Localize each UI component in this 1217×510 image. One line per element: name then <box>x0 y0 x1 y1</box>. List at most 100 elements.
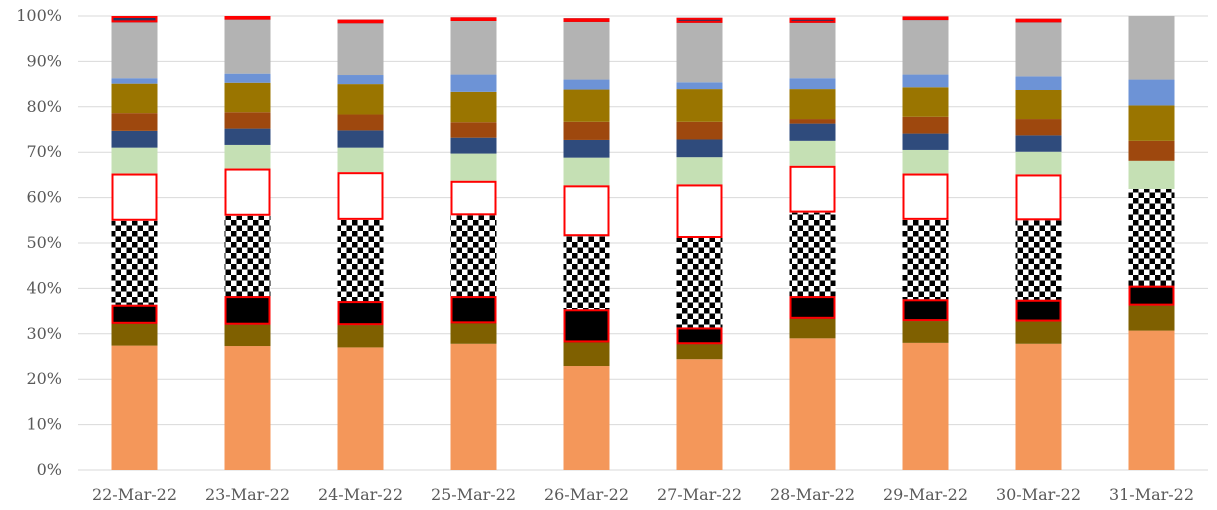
bar-segment <box>676 359 723 470</box>
bar-segment-outline <box>902 16 949 21</box>
y-tick-label: 100% <box>16 6 62 25</box>
bar-segment <box>676 22 723 83</box>
x-tick-label: 30-Mar-22 <box>996 485 1081 504</box>
bar-segment <box>450 137 497 154</box>
bar-segment <box>337 75 384 85</box>
bar-segment-outline <box>563 185 610 237</box>
bar-segment-outline <box>676 17 723 23</box>
bar-segment <box>1015 151 1062 175</box>
x-tick-label: 28-Mar-22 <box>770 485 855 504</box>
bar-segment <box>450 122 497 138</box>
bar-segment <box>902 87 949 117</box>
bar-segment <box>450 20 497 75</box>
bar-segment <box>676 344 723 360</box>
bar-segments <box>111 16 1175 470</box>
bar-segment <box>1015 343 1062 470</box>
x-tick-label: 31-Mar-22 <box>1109 485 1194 504</box>
bar-segment <box>111 345 158 470</box>
x-tick-label: 29-Mar-22 <box>883 485 968 504</box>
bar-segment <box>337 347 384 470</box>
bar-segment <box>1015 299 1062 322</box>
bar-segment <box>1128 105 1175 141</box>
bar-segment <box>1015 90 1062 120</box>
x-tick-label: 23-Mar-22 <box>205 485 290 504</box>
bar-segment <box>789 123 836 141</box>
y-tick-label: 20% <box>26 369 62 388</box>
bar-segment <box>337 147 384 173</box>
bar-segment-outline <box>789 17 836 23</box>
bar-segment <box>902 321 949 343</box>
bar-segment-outline <box>789 296 836 319</box>
y-tick-label: 90% <box>26 51 62 70</box>
bar-segment <box>450 323 497 344</box>
bar-segment <box>224 346 271 470</box>
bar-segment <box>450 180 497 216</box>
bar-segment <box>224 168 271 216</box>
bar-segment <box>1128 330 1175 470</box>
bar-segment <box>450 343 497 470</box>
bar-segment <box>676 89 723 122</box>
bar-segment <box>1015 119 1062 136</box>
bar-segment-outline <box>111 16 158 23</box>
bar-segment <box>111 323 158 346</box>
bar-segment <box>676 17 723 23</box>
bar-segment <box>450 153 497 181</box>
bar-segment <box>111 113 158 131</box>
y-tick-label: 80% <box>26 97 62 116</box>
bar-segment <box>111 304 158 324</box>
bar-segment <box>337 219 384 302</box>
bar-segment <box>224 112 271 129</box>
bar-segment-outline <box>1015 299 1062 322</box>
bar-segment <box>337 172 384 220</box>
y-tick-label: 30% <box>26 324 62 343</box>
bar-segment <box>337 325 384 348</box>
bar-segment <box>224 128 271 145</box>
bar-segment <box>1128 188 1175 286</box>
x-axis-tick-labels: 22-Mar-22 23-Mar-22 24-Mar-22 25-Mar-22 26-M… <box>92 485 1194 504</box>
bar-segment <box>789 89 836 120</box>
bar-segment <box>1128 285 1175 306</box>
y-axis-tick-labels: 0% 10% 20% 30% 40% 50% 60% 70% 80% 90% 100% <box>16 6 62 479</box>
bar-segment <box>789 296 836 319</box>
bar-segment <box>1128 16 1175 80</box>
bar-segment-outline <box>224 16 271 20</box>
bar-segment <box>563 79 610 90</box>
bar-segment <box>224 82 271 113</box>
bar-segment <box>563 342 610 367</box>
bar-segment <box>1015 321 1062 344</box>
bar-segment <box>789 119 836 124</box>
bar-segment <box>902 149 949 174</box>
bar-segment <box>563 185 610 237</box>
bar-segment <box>111 147 158 174</box>
bar-segment <box>337 114 384 131</box>
bar-segment-outline <box>563 18 610 22</box>
bar-segment <box>563 236 610 310</box>
bar-segment <box>1015 135 1062 152</box>
bar-segment-outline <box>563 309 610 343</box>
bar-segment <box>111 83 158 114</box>
bar-segment <box>563 309 610 343</box>
bar-segment <box>224 215 271 297</box>
bar-segment <box>1015 22 1062 77</box>
bar-segment-outline <box>224 296 271 325</box>
bar-segment <box>111 220 158 305</box>
bar-segment <box>676 327 723 345</box>
bar-segment <box>902 74 949 88</box>
bar-segment <box>563 139 610 158</box>
bar-segment <box>224 324 271 347</box>
bar-segment <box>1128 305 1175 331</box>
y-tick-label: 0% <box>37 460 62 479</box>
bar-segment <box>224 296 271 325</box>
bar-segment <box>789 17 836 23</box>
x-tick-label: 24-Mar-22 <box>318 485 403 504</box>
bar-segment <box>450 74 497 92</box>
bar-segment <box>902 173 949 220</box>
bar-segment <box>789 140 836 166</box>
bar-segment <box>563 21 610 80</box>
bar-segment <box>1015 76 1062 91</box>
y-tick-label: 50% <box>26 233 62 252</box>
bar-segment <box>563 121 610 140</box>
bar-segment <box>1015 174 1062 221</box>
bar-segment <box>676 139 723 158</box>
